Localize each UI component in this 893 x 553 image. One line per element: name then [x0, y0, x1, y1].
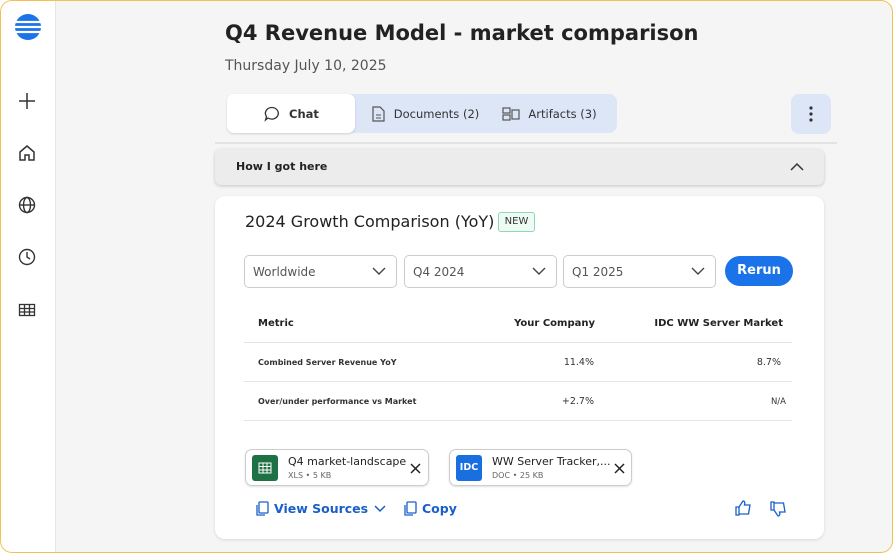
chat-icon: [264, 106, 279, 122]
globe-button[interactable]: [17, 195, 37, 215]
chevron: [691, 267, 705, 275]
chevron: [374, 504, 386, 512]
attachment-icon: IDC: [456, 455, 482, 481]
attachment-meta: XLS • 5 KB: [288, 471, 332, 480]
page-date: Thursday July 10, 2025: [225, 58, 387, 74]
copy-icon: [404, 501, 417, 516]
result-card: 2024 Growth Comparison (YoY) NEW Worldwi…: [215, 196, 824, 539]
action-label: View Sources: [274, 501, 369, 516]
card-title: 2024 Growth Comparison (YoY): [245, 212, 495, 231]
dropdown-value: Worldwide: [253, 265, 316, 279]
cell: Over/under performance vs Market: [258, 397, 417, 406]
copy-button[interactable]: Copy: [403, 501, 457, 516]
tab-label: Chat: [289, 106, 319, 121]
attachment[interactable]: IDC WW Server Tracker,... DOC • 25 KB: [449, 449, 632, 486]
tab-bar: Chat Documents (2) Artifacts (3): [227, 94, 617, 133]
badge: NEW: [498, 212, 535, 232]
document-icon: [372, 105, 385, 122]
chevron: [372, 267, 386, 275]
tab[interactable]: Chat: [227, 94, 355, 133]
dropdown-value: Q4 2024: [413, 265, 465, 279]
dropdown-value: Q1 2025: [572, 265, 624, 279]
row-divider: [244, 342, 792, 343]
cell: 11.4%: [563, 357, 594, 368]
more-icon: [809, 106, 813, 122]
remove-button[interactable]: [410, 463, 421, 474]
collapsible-label: How I got here: [236, 160, 328, 173]
thumbs-down-button[interactable]: [770, 501, 787, 517]
page-title: Q4 Revenue Model - market comparison: [225, 21, 699, 45]
collapse-icon: [790, 162, 804, 171]
rerun-button[interactable]: Rerun: [725, 256, 793, 286]
tab[interactable]: Documents (2): [362, 94, 487, 133]
attachment-meta: DOC • 25 KB: [492, 471, 544, 480]
cell: Combined Server Revenue YoY: [258, 358, 397, 367]
dropdown[interactable]: Worldwide: [244, 255, 397, 288]
home-button[interactable]: [17, 143, 37, 163]
column-header: IDC WW Server Market: [654, 318, 783, 329]
tab-label: Artifacts (3): [528, 106, 597, 121]
divider: [215, 142, 837, 144]
cell: +2.7%: [561, 396, 594, 407]
new-button[interactable]: [17, 91, 37, 111]
remove-button[interactable]: [614, 463, 625, 474]
sidebar: [1, 1, 56, 552]
artifact-icon: [502, 106, 521, 121]
table-button[interactable]: [17, 300, 37, 320]
cell: 8.7%: [756, 357, 781, 368]
logo: [15, 14, 41, 40]
action-label: Copy: [422, 501, 457, 516]
column-header: Your Company: [514, 318, 595, 329]
attachment[interactable]: Q4 market-landscape XLS • 5 KB: [245, 449, 429, 486]
row-divider: [244, 420, 792, 421]
dropdown[interactable]: Q4 2024: [404, 255, 557, 288]
column-header: Metric: [258, 318, 294, 329]
collapsible-header[interactable]: How I got here: [215, 149, 824, 185]
more-button[interactable]: [791, 94, 831, 134]
spreadsheet-icon: [252, 455, 278, 481]
dropdown[interactable]: Q1 2025: [563, 255, 716, 288]
view-sources-button[interactable]: View Sources: [255, 501, 387, 516]
attachment-name: WW Server Tracker,...: [492, 455, 611, 468]
cell: N/A: [770, 397, 786, 407]
attachment-name: Q4 market-landscape: [288, 455, 407, 468]
copy-icon: [256, 501, 269, 516]
chevron: [532, 267, 546, 275]
thumbs-up-button[interactable]: [735, 500, 752, 516]
row-divider: [244, 381, 792, 382]
tab-label: Documents (2): [393, 106, 480, 121]
tab[interactable]: Artifacts (3): [497, 94, 602, 133]
history-button[interactable]: [17, 247, 37, 267]
